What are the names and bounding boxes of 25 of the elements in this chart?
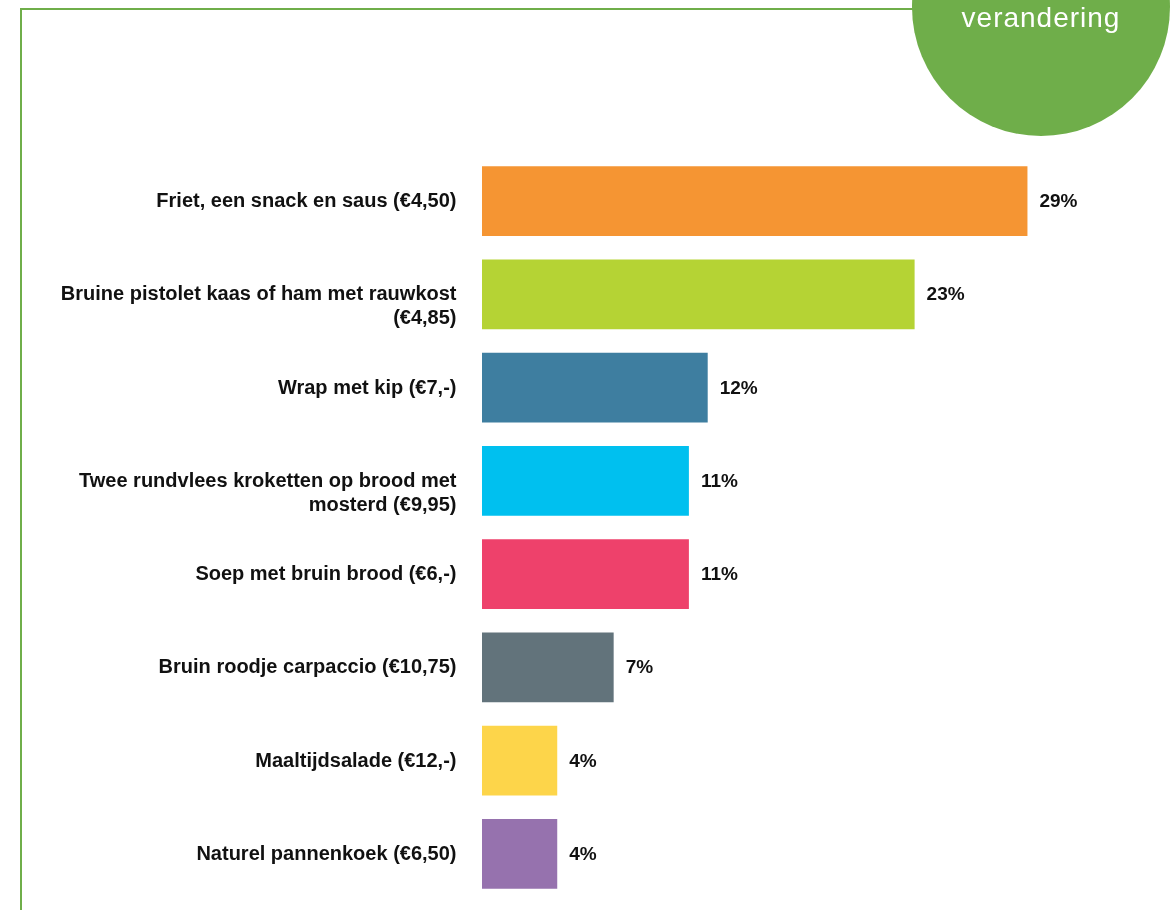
y-tick-label: Naturel pannenkoek (€6,50)	[196, 841, 457, 864]
bar	[482, 632, 614, 703]
y-tick-label: Twee rundvlees kroketten op brood met mosterd (€9,95)	[79, 468, 457, 515]
y-tick-label: Bruin roodje carpaccio (€10,75)	[158, 655, 457, 678]
data-label: 11%	[700, 563, 738, 585]
y-tick-label: Soep met bruin brood (€6,-)	[195, 562, 457, 585]
y-tick-label: Bruine pistolet kaas of ham met rauwkost (€4,85)	[60, 282, 457, 329]
bar	[482, 259, 915, 330]
bar	[482, 818, 558, 889]
bar	[482, 166, 1028, 237]
text: verandering	[960, 2, 1122, 34]
y-tick-label: Friet, een snack en saus (€4,50)	[156, 189, 457, 212]
bar	[482, 725, 558, 796]
data-label: 7%	[625, 656, 654, 678]
bar	[482, 445, 689, 516]
y-tick-label: Wrap met kip (€7,-)	[277, 375, 457, 398]
y-tick-label: Maaltijdsalade (€12,-)	[255, 748, 457, 771]
data-label: 12%	[719, 376, 758, 398]
data-label: 23%	[926, 283, 965, 305]
data-label: 11%	[700, 469, 738, 491]
data-label: 4%	[569, 749, 597, 771]
bar	[482, 539, 689, 610]
data-label: 4%	[569, 842, 597, 864]
bar	[482, 352, 708, 423]
data-label: 29%	[1039, 190, 1078, 212]
